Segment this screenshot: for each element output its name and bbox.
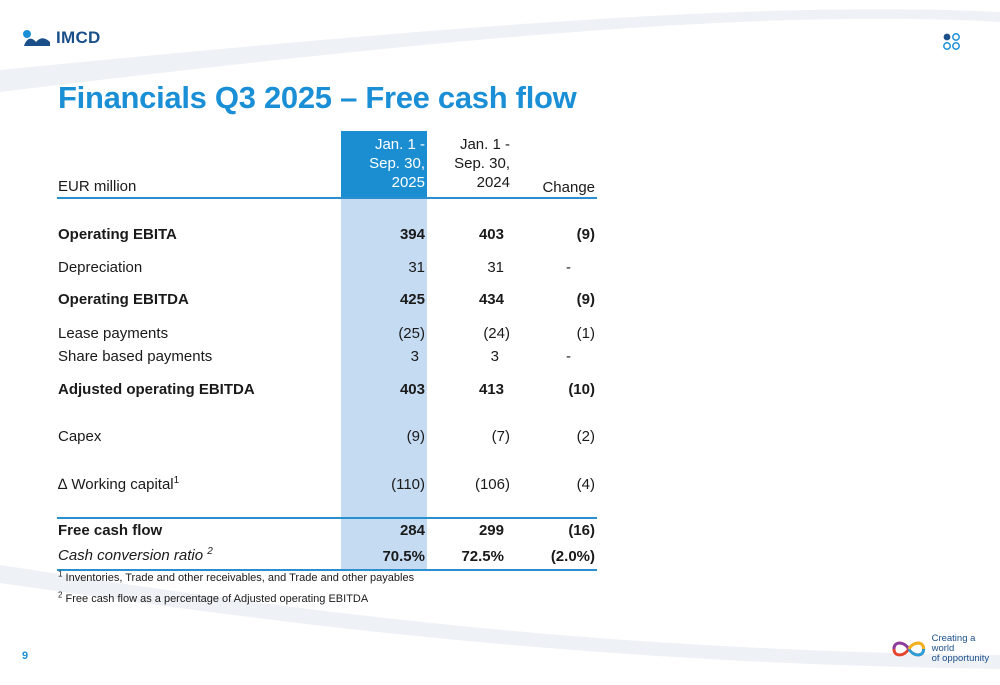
footnote-1: 1 Inventories, Trade and other receivabl… — [58, 569, 415, 584]
value-2025: 425 — [399, 291, 425, 308]
value-2024: 31 — [487, 259, 504, 276]
value-change: (10) — [568, 381, 595, 398]
row-label: Adjusted operating EBITDA — [58, 381, 255, 398]
value-2025: 3 — [410, 348, 419, 365]
imcd-logo: IMCD — [22, 28, 101, 48]
row-label: Lease payments — [58, 325, 169, 342]
imcd-logo-icon — [23, 30, 50, 46]
logo-text: IMCD — [56, 28, 101, 47]
value-2024: 434 — [478, 291, 504, 308]
value-change: (1) — [576, 325, 595, 342]
value-change: (2) — [576, 428, 595, 445]
value-2024: (106) — [474, 476, 510, 493]
free-cash-flow-divider — [57, 517, 597, 519]
header-divider — [57, 197, 597, 199]
value-2024: (7) — [491, 428, 510, 445]
value-change: (9) — [576, 226, 595, 243]
background-swoosh-top — [0, 0, 1000, 92]
value-2025: 394 — [399, 226, 425, 243]
value-2025: (110) — [391, 476, 425, 493]
column-highlight — [341, 197, 427, 570]
column-header-change: Change — [542, 179, 595, 196]
row-label: Capex — [58, 428, 102, 445]
value-change: (16) — [568, 522, 595, 539]
background-swoosh-bottom — [0, 565, 1000, 685]
row-label: Free cash flow — [58, 522, 163, 539]
row-label: Depreciation — [58, 259, 143, 276]
row-label: ∆ Working capital1 — [58, 475, 180, 494]
value-2024: 72.5% — [461, 548, 504, 565]
column-header-2025: Jan. 1 - Sep. 30, 2025 — [369, 136, 425, 191]
row-label: Share based payments — [58, 348, 213, 365]
value-2024: 403 — [478, 226, 504, 243]
value-2025: 70.5% — [382, 548, 425, 565]
value-2024: 299 — [478, 522, 504, 539]
footnote-marker: 2 — [207, 546, 213, 557]
column-header-highlight — [341, 131, 427, 197]
value-change: (2.0%) — [550, 548, 595, 565]
row-label: Operating EBITA — [58, 226, 177, 243]
value-2025: 284 — [399, 522, 425, 539]
value-2025: (9) — [406, 428, 425, 445]
row-label: Operating EBITDA — [58, 291, 189, 308]
value-2024: (24) — [483, 325, 510, 342]
value-change: - — [566, 348, 571, 365]
infinity-icon — [892, 641, 926, 657]
dots-icon — [943, 33, 960, 50]
value-change: (4) — [576, 476, 595, 493]
value-2024: 3 — [490, 348, 499, 365]
value-2025: 403 — [399, 381, 425, 398]
column-header-2024: Jan. 1 - Sep. 30, 2024 — [454, 136, 510, 191]
footnote-2: 2 Free cash flow as a percentage of Adju… — [58, 590, 369, 605]
value-change: (9) — [576, 291, 595, 308]
footnote-marker: 1 — [173, 475, 180, 486]
row-label: Cash conversion ratio 2 — [58, 546, 213, 565]
table-bottom-divider — [57, 569, 597, 571]
value-change: - — [566, 259, 571, 276]
value-2025: (25) — [398, 325, 425, 342]
tagline-text: Creating a world of opportunity — [931, 633, 990, 664]
unit-label: EUR million — [58, 178, 137, 195]
page-number: 9 — [22, 650, 29, 662]
value-2025: 31 — [408, 259, 425, 276]
page-title: Financials Q3 2025 – Free cash flow — [58, 80, 577, 115]
tagline-logo: Creating a world of opportunity — [890, 634, 1000, 664]
value-2024: 413 — [478, 381, 504, 398]
